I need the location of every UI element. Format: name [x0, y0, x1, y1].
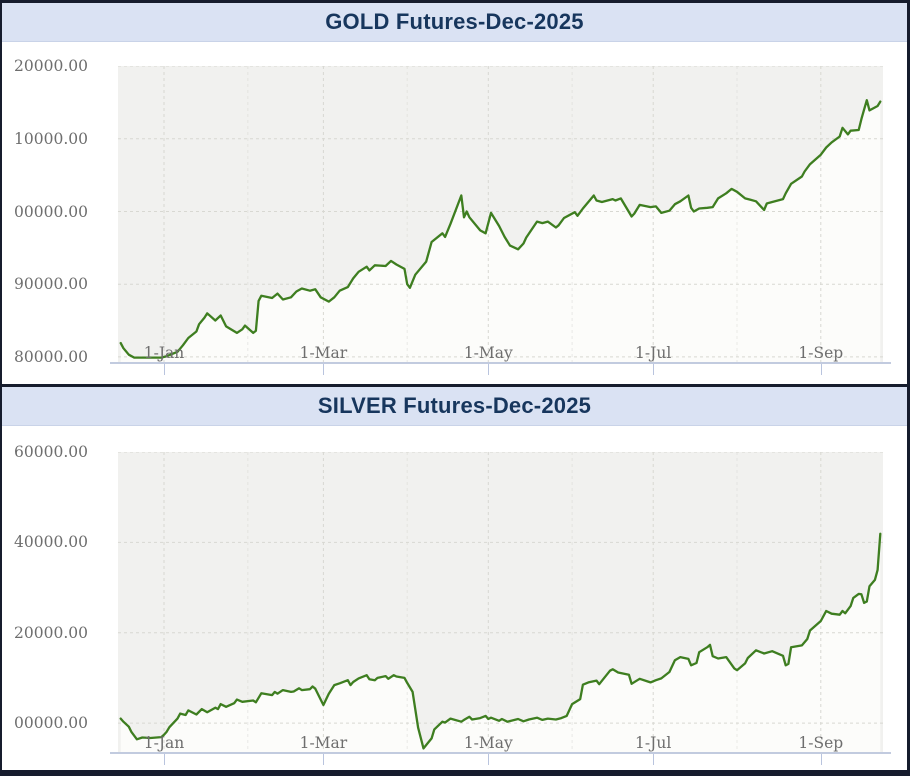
x-axis-tick-label: 1-May	[463, 344, 513, 362]
price-chart-svg	[118, 452, 883, 752]
y-axis-tick-label: 00000.00	[14, 714, 88, 733]
x-axis-tick-label: 1-Mar	[299, 734, 348, 752]
x-axis-tick	[653, 754, 655, 765]
silver-chart-title: SILVER Futures-Dec-2025	[317, 393, 592, 418]
silver-title-bar: SILVER Futures-Dec-2025	[2, 387, 907, 426]
y-axis-tick-label: 00000.00	[14, 202, 88, 221]
x-axis-tick	[488, 754, 490, 765]
y-axis-tick-label: 80000.00	[14, 347, 88, 366]
y-axis-tick-label: 40000.00	[14, 533, 88, 552]
gold-chart-title: GOLD Futures-Dec-2025	[325, 9, 584, 34]
gold-title-bar: GOLD Futures-Dec-2025	[2, 3, 907, 42]
panel-separator	[2, 384, 907, 387]
gold-panel: GOLD Futures-Dec-2025 20000.00 10000.00 00…	[2, 3, 907, 378]
x-axis-tick	[323, 364, 325, 375]
x-axis-tick-label: 1-May	[463, 734, 513, 752]
plot-area[interactable]: 1-Jan 1-Mar 1-May 1-Jul 1-Sep	[118, 66, 883, 362]
silver-panel: SILVER Futures-Dec-2025 60000.00 40000.00…	[2, 387, 907, 770]
plot-area[interactable]: 1-Jan 1-Mar 1-May 1-Jul 1-Sep	[118, 452, 883, 752]
x-axis-tick-label: 1-Sep	[798, 734, 844, 752]
x-axis-tick-label: 1-Jul	[635, 734, 672, 752]
price-line	[119, 99, 882, 359]
x-axis-tick	[820, 754, 822, 765]
price-line	[119, 532, 882, 750]
y-axis-tick-label: 20000.00	[14, 57, 88, 75]
x-axis-tick	[323, 754, 325, 765]
x-axis-tick-label: 1-Jan	[143, 734, 185, 752]
x-axis-tick	[488, 364, 490, 375]
x-axis-tick-label: 1-Jul	[635, 344, 672, 362]
x-axis-line	[110, 752, 891, 754]
x-axis-tick-label: 1-Jan	[143, 344, 185, 362]
y-axis-tick-label: 20000.00	[14, 623, 88, 642]
y-axis-tick-label: 90000.00	[14, 275, 88, 294]
x-axis-tick-label: 1-Sep	[798, 344, 844, 362]
silver-chart: 60000.00 40000.00 20000.00 00000.00 1-Jan 1-M…	[2, 426, 907, 770]
price-chart-svg	[118, 66, 883, 362]
y-axis-tick-label: 60000.00	[14, 443, 88, 461]
under-line-fill	[120, 533, 881, 752]
x-axis-line	[110, 362, 891, 364]
x-axis-tick	[820, 364, 822, 375]
gold-chart: 20000.00 10000.00 00000.00 90000.00 80000.00…	[2, 42, 907, 378]
x-axis-tick	[653, 364, 655, 375]
x-axis-tick	[164, 364, 165, 375]
y-axis-tick-label: 10000.00	[14, 129, 88, 148]
x-axis-tick	[164, 754, 165, 765]
x-axis-tick-label: 1-Mar	[299, 344, 348, 362]
